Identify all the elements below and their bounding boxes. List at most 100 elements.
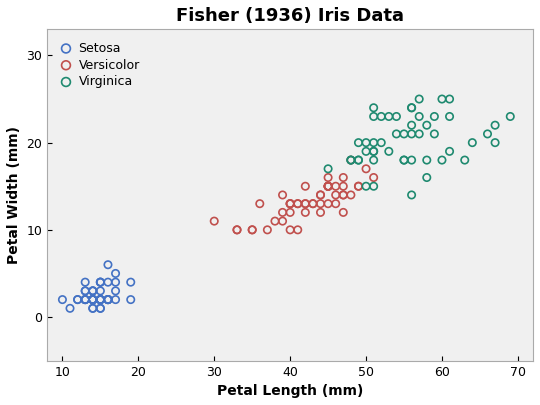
Versicolor	[362, 166, 370, 172]
Versicolor	[324, 183, 333, 190]
Versicolor	[308, 200, 317, 207]
Virginica	[369, 183, 378, 190]
Virginica	[422, 122, 431, 128]
Setosa	[96, 279, 105, 286]
Setosa	[96, 296, 105, 303]
Virginica	[407, 157, 416, 163]
Setosa	[104, 296, 112, 303]
Virginica	[369, 104, 378, 111]
Virginica	[347, 157, 355, 163]
Virginica	[468, 139, 477, 146]
Versicolor	[271, 218, 279, 224]
Versicolor	[210, 218, 219, 224]
Virginica	[384, 113, 393, 120]
Setosa	[89, 296, 97, 303]
Versicolor	[233, 227, 241, 233]
Virginica	[446, 113, 454, 120]
Virginica	[415, 131, 423, 137]
Setosa	[89, 296, 97, 303]
Setosa	[96, 296, 105, 303]
Virginica	[377, 139, 386, 146]
Versicolor	[316, 192, 325, 198]
Title: Fisher (1936) Iris Data: Fisher (1936) Iris Data	[176, 7, 404, 25]
Setosa	[81, 296, 90, 303]
Versicolor	[293, 227, 302, 233]
Setosa	[96, 296, 105, 303]
Versicolor	[316, 209, 325, 215]
Versicolor	[308, 200, 317, 207]
Virginica	[354, 157, 363, 163]
Versicolor	[278, 209, 287, 215]
Virginica	[415, 113, 423, 120]
Setosa	[89, 296, 97, 303]
Versicolor	[332, 183, 340, 190]
Setosa	[58, 296, 67, 303]
Virginica	[400, 157, 408, 163]
Setosa	[96, 279, 105, 286]
Setosa	[126, 279, 135, 286]
Virginica	[400, 157, 408, 163]
Versicolor	[339, 192, 348, 198]
Virginica	[483, 131, 492, 137]
Virginica	[400, 131, 408, 137]
Virginica	[491, 122, 500, 128]
Virginica	[422, 157, 431, 163]
X-axis label: Petal Length (mm): Petal Length (mm)	[217, 384, 363, 398]
Versicolor	[354, 183, 363, 190]
Virginica	[407, 104, 416, 111]
Virginica	[384, 148, 393, 155]
Versicolor	[286, 200, 294, 207]
Setosa	[111, 279, 120, 286]
Virginica	[461, 157, 469, 163]
Setosa	[89, 296, 97, 303]
Versicolor	[324, 200, 333, 207]
Setosa	[81, 296, 90, 303]
Setosa	[81, 296, 90, 303]
Versicolor	[324, 183, 333, 190]
Setosa	[104, 296, 112, 303]
Virginica	[446, 96, 454, 102]
Virginica	[362, 148, 370, 155]
Setosa	[96, 296, 105, 303]
Setosa	[81, 296, 90, 303]
Versicolor	[286, 200, 294, 207]
Virginica	[354, 139, 363, 146]
Setosa	[126, 296, 135, 303]
Virginica	[392, 131, 401, 137]
Versicolor	[369, 174, 378, 181]
Virginica	[347, 157, 355, 163]
Versicolor	[324, 183, 333, 190]
Setosa	[96, 296, 105, 303]
Virginica	[362, 183, 370, 190]
Setosa	[96, 305, 105, 311]
Versicolor	[316, 200, 325, 207]
Setosa	[89, 288, 97, 294]
Virginica	[324, 166, 333, 172]
Setosa	[104, 296, 112, 303]
Virginica	[437, 96, 446, 102]
Versicolor	[347, 192, 355, 198]
Y-axis label: Petal Width (mm): Petal Width (mm)	[7, 126, 21, 264]
Setosa	[89, 296, 97, 303]
Versicolor	[316, 192, 325, 198]
Versicolor	[286, 209, 294, 215]
Setosa	[104, 296, 112, 303]
Versicolor	[339, 192, 348, 198]
Setosa	[104, 296, 112, 303]
Virginica	[369, 157, 378, 163]
Setosa	[89, 305, 97, 311]
Legend: Setosa, Versicolor, Virginica: Setosa, Versicolor, Virginica	[53, 36, 146, 94]
Setosa	[73, 296, 82, 303]
Virginica	[407, 131, 416, 137]
Setosa	[96, 305, 105, 311]
Virginica	[407, 122, 416, 128]
Setosa	[104, 279, 112, 286]
Setosa	[89, 296, 97, 303]
Setosa	[73, 296, 82, 303]
Versicolor	[301, 200, 309, 207]
Virginica	[407, 192, 416, 198]
Setosa	[111, 296, 120, 303]
Virginica	[407, 104, 416, 111]
Setosa	[81, 288, 90, 294]
Versicolor	[286, 200, 294, 207]
